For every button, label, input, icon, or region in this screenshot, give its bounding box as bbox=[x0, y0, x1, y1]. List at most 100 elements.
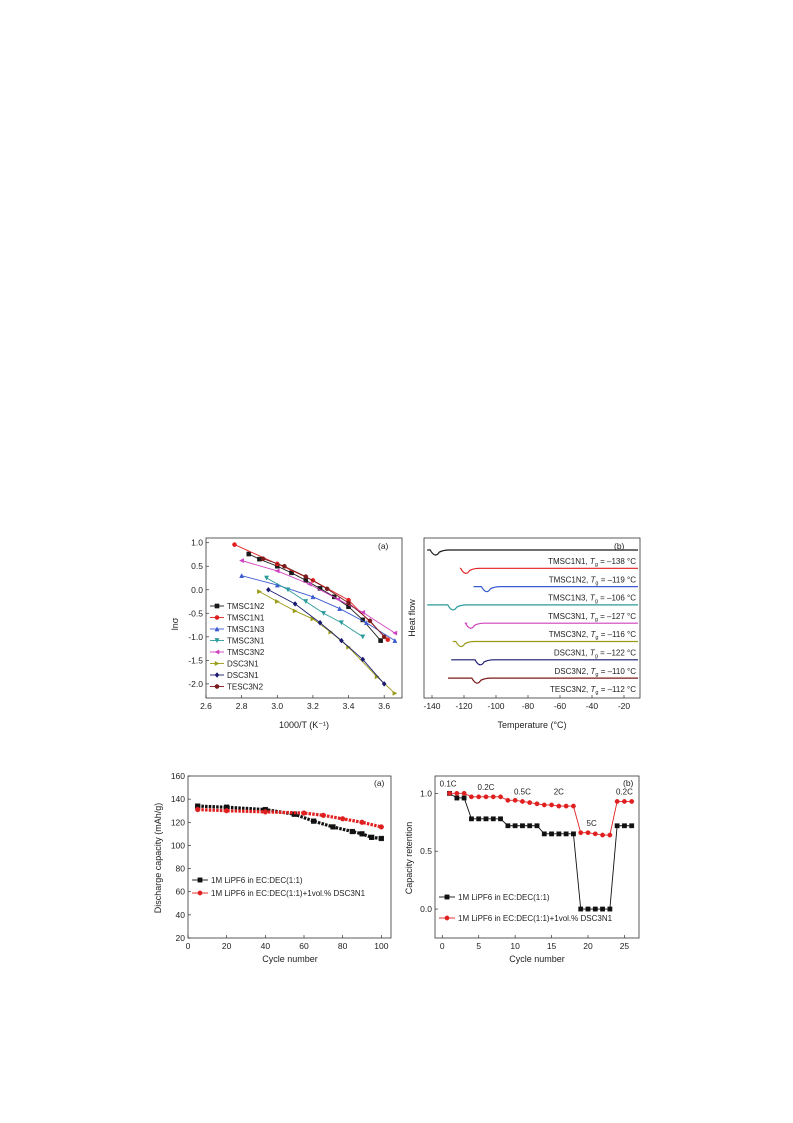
data-point bbox=[306, 581, 312, 587]
x-tick-label: 2.6 bbox=[200, 701, 212, 711]
x-tick-label: 0 bbox=[186, 941, 191, 951]
data-point bbox=[324, 586, 330, 592]
data-point bbox=[264, 575, 270, 581]
legend-label: 1M LiPF6 in EC:DEC(1:1)+1vol.% DSC3N1 bbox=[211, 889, 366, 898]
data-point bbox=[498, 816, 503, 822]
x-tick-label: -140 bbox=[423, 701, 440, 711]
y-tick-label: 0.0 bbox=[191, 585, 203, 595]
data-point bbox=[239, 573, 245, 578]
series-line bbox=[449, 792, 632, 910]
legend-label: 1M LiPF6 in EC:DEC(1:1) bbox=[211, 876, 303, 885]
data-point bbox=[303, 574, 309, 579]
data-point bbox=[476, 816, 482, 822]
data-point bbox=[338, 620, 344, 626]
data-point bbox=[274, 568, 280, 574]
x-tick-label: -60 bbox=[554, 701, 567, 711]
legend-label: 1M LiPF6 in EC:DEC(1:1) bbox=[458, 893, 550, 902]
rate-label: 2C bbox=[554, 788, 564, 797]
data-point bbox=[378, 638, 383, 643]
data-point bbox=[195, 806, 201, 813]
y-tick-label: 140 bbox=[171, 794, 185, 804]
x-tick-label: -120 bbox=[455, 701, 472, 711]
data-point bbox=[629, 823, 635, 829]
data-point bbox=[363, 620, 369, 626]
series-line bbox=[248, 553, 381, 641]
series-line bbox=[197, 807, 382, 829]
data-point bbox=[614, 823, 620, 829]
rate-label: 0.2C bbox=[616, 788, 633, 797]
data-point bbox=[260, 556, 266, 562]
data-point bbox=[310, 594, 316, 600]
data-point bbox=[461, 795, 467, 801]
data-point bbox=[578, 906, 584, 912]
dsc-curve bbox=[452, 640, 638, 648]
data-point bbox=[369, 834, 375, 840]
curve-label: TMSC1N3, Tg = –106 °C bbox=[548, 594, 636, 605]
series-line bbox=[266, 577, 364, 638]
data-point bbox=[614, 799, 620, 804]
data-point bbox=[239, 558, 244, 564]
x-tick-label: 80 bbox=[338, 941, 348, 951]
data-point bbox=[585, 830, 591, 836]
y-tick-label: 0.0 bbox=[420, 904, 432, 914]
legend-marker bbox=[214, 638, 220, 644]
data-point bbox=[629, 799, 635, 804]
y-tick-label: -1.0 bbox=[188, 632, 203, 642]
data-point bbox=[622, 799, 627, 804]
data-point bbox=[600, 906, 605, 912]
y-tick-label: 0.5 bbox=[420, 846, 432, 856]
data-point bbox=[311, 818, 317, 824]
panel-label: (a) bbox=[378, 541, 389, 551]
legend-label: TMSC3N2 bbox=[227, 648, 265, 657]
data-point bbox=[490, 794, 496, 800]
y-tick-label: 160 bbox=[171, 771, 185, 781]
data-point bbox=[232, 542, 237, 547]
data-point bbox=[585, 906, 591, 912]
data-point bbox=[549, 802, 554, 808]
curve-label: TMSC3N2, Tg = –116 °C bbox=[549, 630, 636, 641]
legend-marker bbox=[214, 661, 220, 666]
x-tick-label: 10 bbox=[510, 941, 520, 951]
curve-label: TMSC1N2, Tg = –119 °C bbox=[549, 575, 636, 586]
x-tick-label: 100 bbox=[374, 941, 388, 951]
legend-label: TMSC1N2 bbox=[227, 602, 265, 611]
data-point bbox=[274, 599, 280, 604]
data-point bbox=[381, 681, 387, 687]
data-point bbox=[498, 794, 503, 800]
series-line bbox=[241, 575, 396, 641]
data-point bbox=[527, 800, 533, 806]
data-point bbox=[330, 824, 336, 830]
y-tick-label: 20 bbox=[176, 933, 186, 943]
data-point bbox=[360, 634, 366, 640]
rate-label: 0.1C bbox=[440, 779, 457, 788]
y-tick-label: 120 bbox=[171, 817, 185, 827]
legend-label: TESC3N2 bbox=[227, 683, 264, 692]
x-axis-label: Cycle number bbox=[262, 954, 318, 964]
figure2-panel-b: 0 5 10 15 20 25 1.0 0.5 0.0 0.1C 0.2C 0.5C 2C 5C 0.2C… bbox=[404, 775, 640, 964]
x-tick-label: 3.6 bbox=[378, 701, 390, 711]
x-tick-label: 40 bbox=[261, 941, 271, 951]
legend-marker bbox=[214, 626, 220, 632]
data-point bbox=[392, 690, 398, 696]
data-point bbox=[490, 816, 496, 822]
data-point bbox=[301, 810, 307, 816]
curve-label: DSC3N2, Tg = –110 °C bbox=[555, 667, 637, 678]
data-point bbox=[257, 589, 263, 595]
x-axis-label: Cycle number bbox=[509, 954, 565, 964]
data-point bbox=[385, 637, 391, 642]
data-point bbox=[274, 582, 280, 588]
data-point bbox=[607, 832, 613, 838]
data-point bbox=[571, 803, 576, 809]
data-point bbox=[541, 802, 547, 808]
rate-label: 5C bbox=[587, 819, 597, 828]
data-point bbox=[454, 795, 460, 801]
data-point bbox=[340, 816, 346, 822]
data-point bbox=[303, 599, 309, 605]
data-point bbox=[292, 601, 298, 607]
y-tick-label: 80 bbox=[176, 864, 186, 874]
y-axis-label: Discharge capacity (mAh/g) bbox=[153, 803, 163, 914]
series-line bbox=[197, 804, 382, 841]
y-axis-label: Heat flow bbox=[407, 599, 417, 637]
x-tick-label: 3.4 bbox=[343, 701, 355, 711]
data-point bbox=[592, 906, 598, 912]
